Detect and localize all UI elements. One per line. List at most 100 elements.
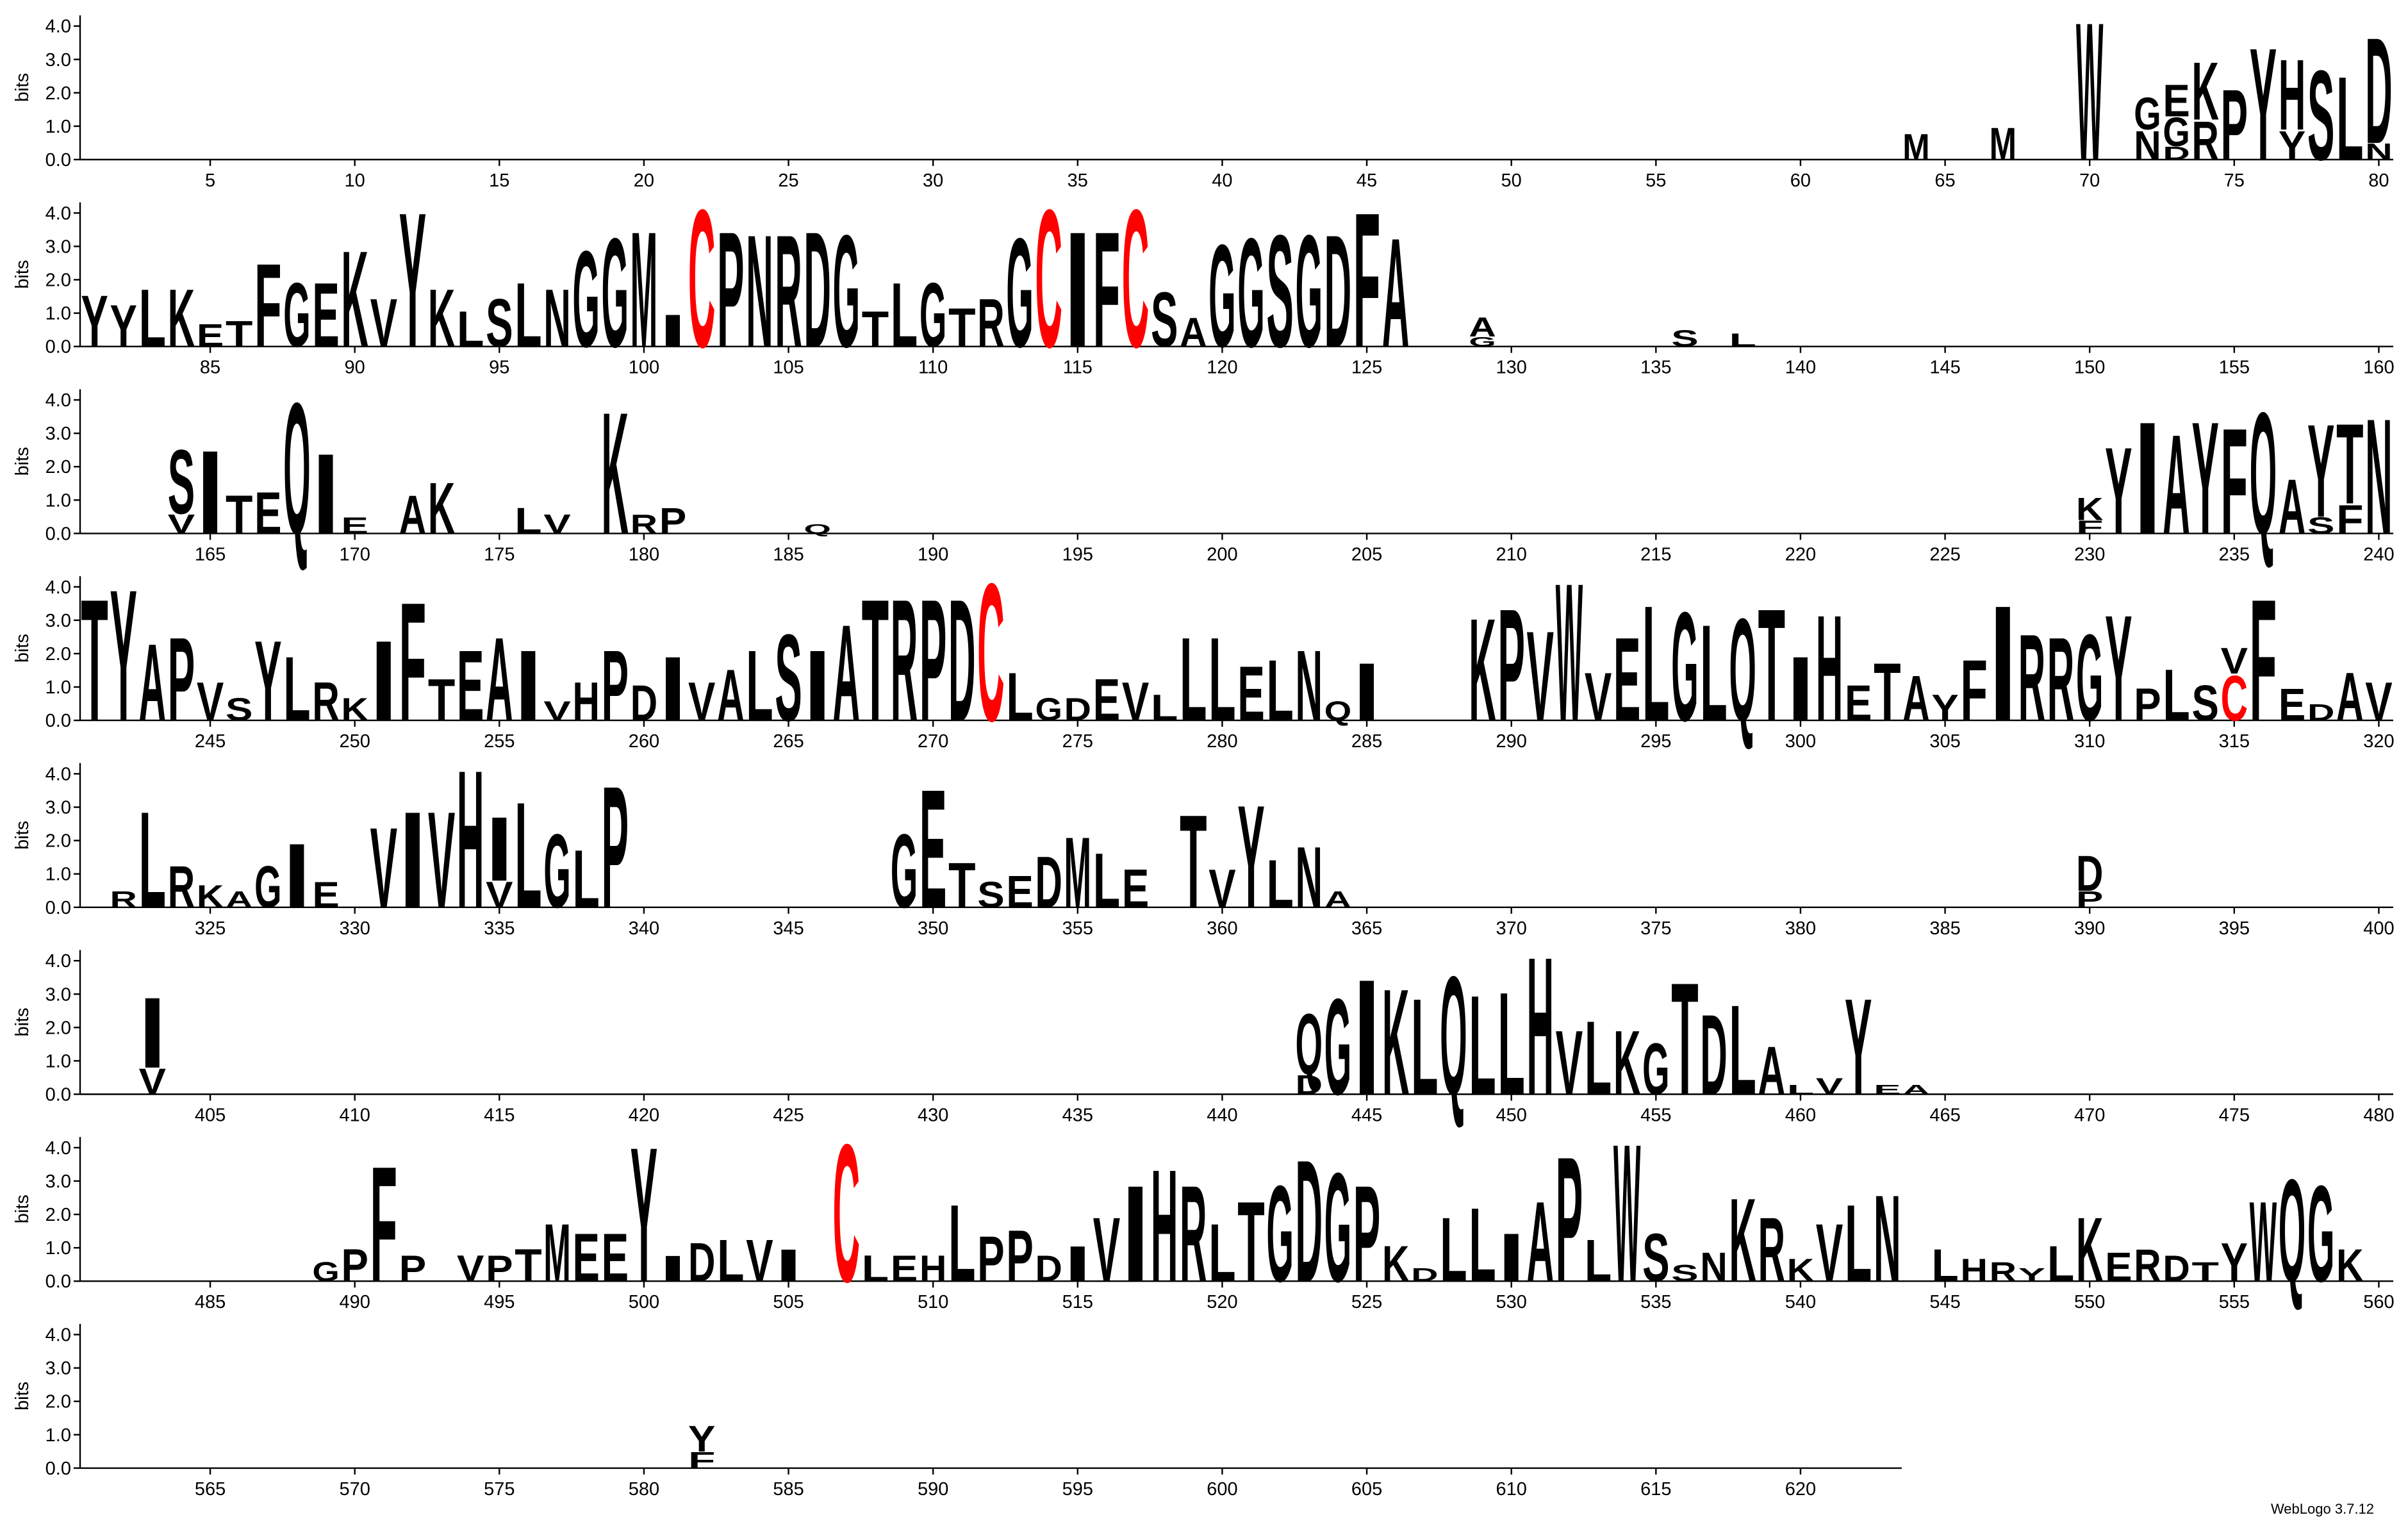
y-tick-label: 2.0 <box>45 1205 71 1225</box>
logo-letter: F <box>2076 517 2103 537</box>
logo-letter: L <box>862 1248 889 1289</box>
logo-letter: T <box>226 313 252 354</box>
logo-letter: K <box>1382 958 1409 1127</box>
logo-letter: V <box>1585 658 1612 735</box>
logo-letter: R <box>2191 110 2218 172</box>
y-tick-label: 3.0 <box>45 1171 71 1192</box>
x-tick-label: 120 <box>1207 358 1237 378</box>
x-tick-label: 10 <box>345 170 365 191</box>
y-tick-label: 2.0 <box>45 644 71 665</box>
x-tick-label: 555 <box>2219 1292 2250 1312</box>
logo-letter: E <box>602 1219 629 1296</box>
logo-letter: V <box>688 671 715 732</box>
logo-letter: G <box>2307 1158 2334 1311</box>
x-tick-label: 360 <box>1207 918 1237 939</box>
x-tick-label: 15 <box>489 170 509 191</box>
logo-letter: K <box>602 377 629 571</box>
x-tick-label: 220 <box>1785 544 1816 565</box>
logo-letter: R <box>775 203 802 381</box>
logo-letter: G <box>543 812 570 930</box>
y-tick-label: 4.0 <box>45 1325 71 1346</box>
logo-letter: I <box>804 629 830 741</box>
x-tick-label: 140 <box>1785 358 1816 378</box>
logo-letter: L <box>1469 966 1496 1125</box>
x-tick-label: 310 <box>2074 731 2105 752</box>
logo-letter: T <box>948 297 975 358</box>
x-tick-label: 520 <box>1207 1292 1237 1312</box>
logo-letter: L <box>139 784 166 937</box>
x-tick-label: 290 <box>1496 731 1526 752</box>
logo-letter: H <box>572 671 599 732</box>
x-tick-label: 575 <box>484 1479 515 1500</box>
logo-letter: P <box>919 564 946 758</box>
logo-row: 0.0 1.0 2.0 3.0 4.0 bits 5 10 15 20 25 30 35 40 45 50 55… <box>12 0 2393 202</box>
logo-letter: E <box>1093 667 1120 733</box>
logo-letter: V <box>457 1248 484 1289</box>
x-tick-label: 610 <box>1496 1479 1526 1500</box>
logo-letter: S <box>1642 1219 1669 1296</box>
logo-letter: E <box>457 629 484 741</box>
logo-letter: N <box>1874 1170 1901 1308</box>
x-tick-label: 240 <box>2363 544 2394 565</box>
logo-letter: G <box>1266 1158 1293 1311</box>
y-axis-label: bits <box>12 73 33 102</box>
logo-letter: Y <box>2018 1264 2045 1285</box>
logo-letter: V <box>746 1228 773 1294</box>
x-tick-label: 235 <box>2219 544 2250 565</box>
logo-letter: V <box>428 784 455 937</box>
y-tick-label: 0.0 <box>45 898 71 918</box>
logo-letter: D <box>631 675 657 731</box>
y-axis-label: bits <box>12 1007 33 1036</box>
x-tick-label: 75 <box>2224 170 2245 191</box>
logo-letter: G <box>833 203 860 381</box>
logo-letter: V <box>139 1061 166 1102</box>
x-tick-label: 265 <box>773 731 804 752</box>
logo-letter: A <box>2163 406 2189 564</box>
y-tick-label: 4.0 <box>45 17 71 37</box>
logo-letter: I <box>1353 647 1380 738</box>
logo-letter: T <box>81 564 108 758</box>
x-tick-label: 60 <box>1790 170 1811 191</box>
x-tick-label: 105 <box>773 358 804 378</box>
logo-letter: R <box>168 854 195 920</box>
logo-letter: A <box>1902 1082 1929 1098</box>
x-tick-label: 200 <box>1207 544 1237 565</box>
logo-letter: S <box>226 691 252 727</box>
logo-letter: L <box>139 273 166 365</box>
y-tick-label: 3.0 <box>45 611 71 631</box>
logo-letter: A <box>717 654 744 736</box>
x-tick-label: 45 <box>1357 170 1377 191</box>
logo-row: 0.0 1.0 2.0 3.0 4.0 bits 245 250 255 260 265 270 275… <box>12 543 2395 763</box>
x-tick-label: 50 <box>1501 170 1522 191</box>
logo-letter: H <box>919 1248 946 1289</box>
logo-letter: R <box>631 509 657 540</box>
x-tick-label: 25 <box>778 170 798 191</box>
logo-letter: L <box>1208 1207 1235 1299</box>
logo-letter: N <box>1296 629 1323 741</box>
logo-letter: Y <box>2105 584 2132 753</box>
logo-letter: E <box>197 317 224 353</box>
logo-letter: G <box>1208 215 1235 378</box>
logo-letter: P <box>341 1240 368 1291</box>
logo-letter: L <box>1787 1082 1814 1098</box>
y-axis-label: bits <box>12 1382 33 1410</box>
logo-letter: Y <box>254 616 281 745</box>
logo-letter: L <box>1151 688 1178 729</box>
logo-letter: Y <box>2191 390 2218 568</box>
x-tick-label: 560 <box>2363 1292 2394 1312</box>
logo-row: 0.0 1.0 2.0 3.0 4.0 bits 485 490 495 500 505 510 515… <box>12 1104 2395 1323</box>
logo-letter: L <box>1845 1182 1872 1305</box>
logo-letter: L <box>1497 962 1524 1125</box>
logo-letter: Y <box>631 1109 657 1323</box>
y-tick-label: 2.0 <box>45 270 71 291</box>
x-tick-label: 500 <box>629 1292 659 1312</box>
logo-letter: T <box>2336 400 2363 528</box>
logo-letter: K <box>197 878 224 914</box>
logo-letter: F <box>1960 642 1987 739</box>
logo-letter: P <box>602 629 629 741</box>
logo-letter: G <box>1035 691 1062 727</box>
logo-letter: K <box>2191 46 2218 138</box>
x-tick-label: 160 <box>2363 358 2394 378</box>
logo-letter: Y <box>110 294 136 360</box>
logo-letter: N <box>1296 829 1323 926</box>
